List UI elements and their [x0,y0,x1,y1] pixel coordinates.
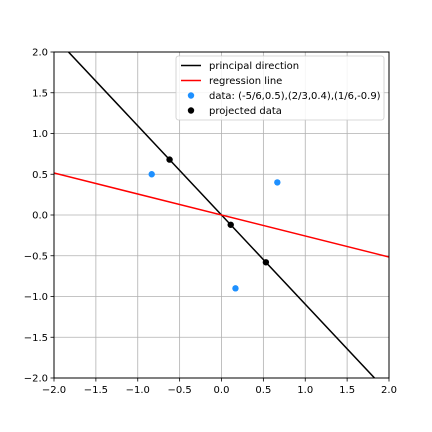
data-point [148,171,155,178]
y-tick-label: −1.5 [24,333,48,344]
legend-box [175,55,385,121]
ticks: −2.0 −1.5 −1.0 −0.5 0.0 0.5 1.0 1.5 2.0 2.0 1.5 1.0… [24,48,397,397]
y-tick-label: −1.0 [24,292,48,303]
y-tick-label: 2.0 [32,48,48,59]
legend-marker-swatch [187,107,195,114]
plot-lines [54,52,389,378]
data-point [274,179,281,186]
x-tick-label: −0.5 [167,385,191,396]
projected-data-point [262,259,270,266]
x-tick-label: −2.0 [42,385,66,396]
legend-label: data: (-5/6,0.5),(2/3,0.4),(1/6,-0.9) [209,91,381,102]
legend: principal direction regression line data: … [175,55,385,121]
projected-data-point [166,156,173,163]
x-tick-label: −1.0 [126,385,150,396]
x-tick-label: 1.5 [339,385,355,396]
y-tick-label: 0.5 [32,170,48,181]
data-point [232,285,239,292]
x-tick-label: 0.0 [214,385,230,396]
x-tick-label: −1.5 [84,385,108,396]
legend-label: projected data [209,106,282,117]
y-tick-label: 1.0 [32,129,48,140]
y-tick-label: −0.5 [24,251,48,262]
y-tick-label: 1.5 [32,88,48,99]
regression-line [54,172,389,258]
legend-label: regression line [209,76,282,87]
x-tick-label: 0.5 [255,385,271,396]
legend-label: principal direction [209,61,299,72]
x-tick-label: 2.0 [381,385,397,396]
plot-points [148,156,281,292]
x-tick-label: 1.0 [297,385,313,396]
y-tick-label: 0.0 [32,211,48,222]
legend-marker-swatch [187,92,195,99]
y-tick-label: −2.0 [24,374,48,385]
projected-data-point [227,221,234,228]
